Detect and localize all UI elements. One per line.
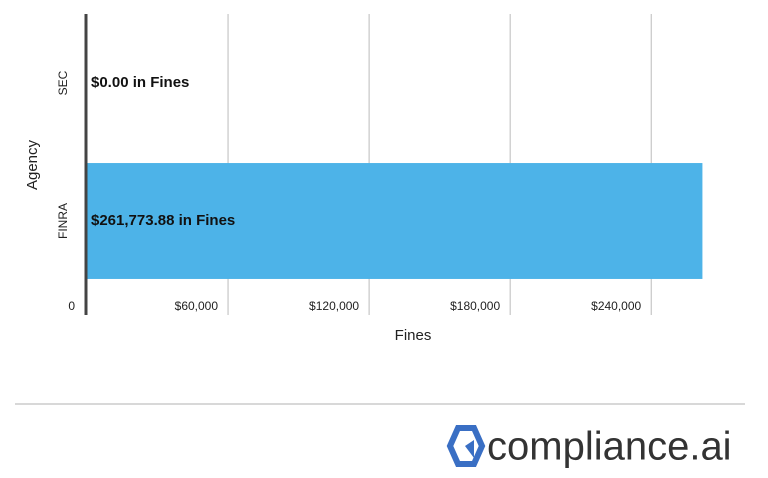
x-axis-title: Fines [395, 327, 432, 344]
bar [87, 163, 703, 279]
y-axis-title: Agency [24, 139, 41, 190]
x-tick-label: $240,000 [591, 299, 641, 313]
brand-name: compliance.ai [487, 425, 732, 469]
x-tick-label: $60,000 [175, 299, 219, 313]
x-tick-label: 0 [68, 299, 75, 313]
y-tick-label: SEC [56, 70, 70, 95]
value-label: $0.00 in Fines [91, 74, 189, 91]
value-label: $261,773.88 in Fines [91, 212, 235, 229]
y-tick-label: FINRA [56, 203, 70, 239]
x-tick-label: $120,000 [309, 299, 359, 313]
logo-icon [446, 425, 486, 467]
x-tick-label: $180,000 [450, 299, 500, 313]
